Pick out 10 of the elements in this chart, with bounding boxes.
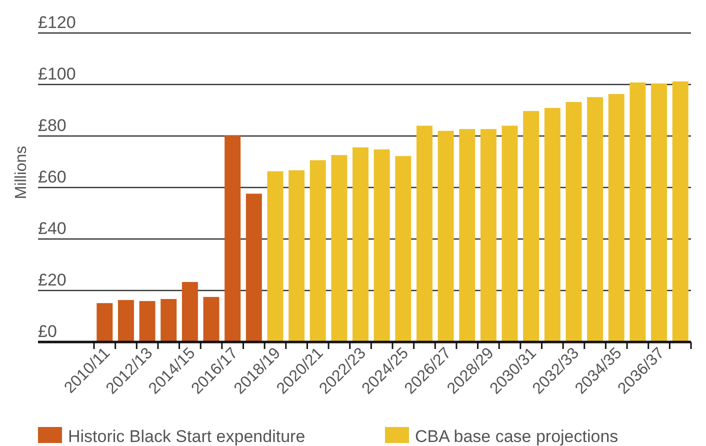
y-tick-label: £40	[38, 219, 66, 238]
legend-label: CBA base case projections	[415, 427, 618, 446]
y-tick-label: £60	[38, 168, 66, 186]
y-tick-label: £0	[38, 322, 57, 341]
y-tick-label: £120	[38, 13, 76, 32]
y-tick-label: £80	[38, 116, 66, 135]
y-axis-title: Millions	[13, 146, 30, 200]
y-tick-label: £20	[38, 270, 66, 290]
y-tick-label: £100	[38, 64, 76, 84]
legend-label: Historic Black Start expenditure	[68, 427, 306, 446]
